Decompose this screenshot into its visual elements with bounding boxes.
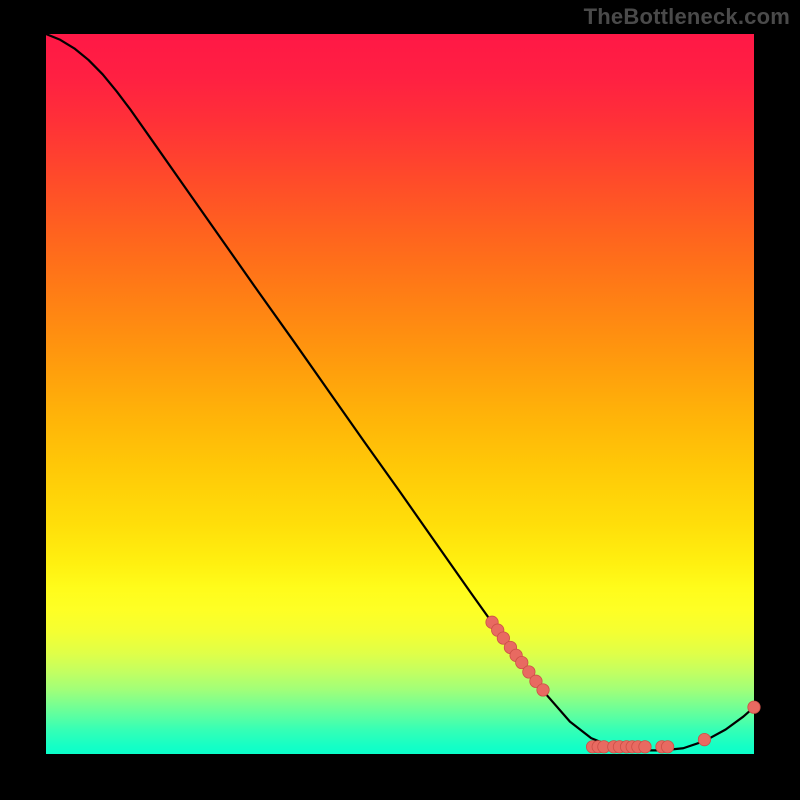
data-marker	[748, 701, 760, 713]
watermark-text: TheBottleneck.com	[584, 4, 790, 30]
data-marker	[698, 733, 710, 745]
data-marker	[639, 741, 651, 753]
bottleneck-chart	[0, 0, 800, 800]
data-marker	[661, 741, 673, 753]
data-marker	[537, 684, 549, 696]
chart-container: TheBottleneck.com	[0, 0, 800, 800]
